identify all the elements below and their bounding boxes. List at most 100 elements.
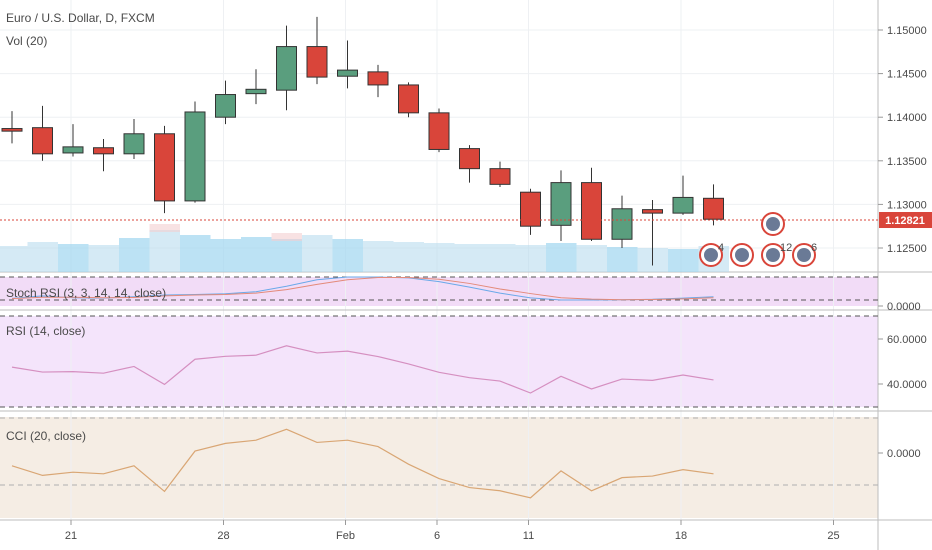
volume-bar — [58, 244, 89, 272]
candle-body — [337, 69, 358, 77]
candle-body — [398, 84, 419, 114]
volume-bar — [546, 243, 577, 272]
candle-body — [276, 46, 297, 91]
event-badge[interactable] — [761, 212, 785, 236]
candle — [184, 101, 206, 203]
time-tick-label: 21 — [65, 530, 77, 542]
candle-body — [520, 191, 541, 227]
price-tick-label: 1.13500 — [887, 156, 927, 168]
volume-bar — [210, 239, 241, 272]
volume-bar — [424, 243, 455, 272]
candle-body — [1, 128, 23, 132]
candle-body — [703, 197, 724, 220]
event-count: 6 — [811, 242, 817, 254]
volume-bar — [27, 242, 58, 272]
event-badges[interactable]: 4 12 6 — [699, 212, 817, 267]
candle-body — [428, 112, 450, 150]
event-badge[interactable]: 12 — [761, 242, 792, 267]
candle — [459, 145, 480, 183]
rsi-pane-bg — [0, 316, 878, 407]
time-tick-label: 6 — [434, 530, 440, 542]
time-tick-label: 28 — [217, 530, 229, 542]
event-badge[interactable]: 6 — [792, 242, 817, 267]
time-tick-label: 25 — [827, 530, 839, 542]
volume-bar — [607, 247, 638, 272]
price-tick-label: 1.12500 — [887, 243, 927, 255]
volume-bar — [302, 235, 333, 272]
cci-label: CCI (20, close) — [6, 429, 86, 443]
candle-body — [306, 46, 328, 78]
event-badge[interactable]: 4 — [699, 242, 724, 267]
volume-bar — [332, 239, 363, 272]
candle — [703, 184, 724, 226]
candle-body — [32, 127, 53, 155]
rsi-label: RSI (14, close) — [6, 324, 85, 338]
price-tick-label: 1.14500 — [887, 69, 927, 81]
volume-bar — [119, 238, 150, 272]
candle-body — [672, 196, 694, 214]
event-count: 12 — [780, 242, 792, 254]
volume-bar — [393, 242, 424, 272]
volume-bar — [485, 244, 516, 272]
calendar-flag-icon — [797, 248, 811, 262]
candle-body — [184, 111, 206, 202]
time-tick-label: 11 — [523, 530, 534, 542]
candle — [367, 64, 389, 98]
price-tick-label: 1.14000 — [887, 112, 927, 124]
candle — [611, 195, 633, 248]
volume-bar — [149, 230, 180, 272]
time-tick-label: Feb — [336, 530, 355, 542]
event-count: 4 — [718, 242, 724, 254]
candle-body — [62, 146, 84, 154]
candle — [550, 170, 572, 242]
volume-bar — [576, 245, 607, 272]
time-tick-label: 18 — [675, 530, 687, 542]
svg-text:1.12821: 1.12821 — [885, 215, 925, 227]
rsi-line-group — [11, 345, 714, 394]
price-axis[interactable]: 1.15000 1.14500 1.14000 1.13500 1.13000 1.125… — [878, 25, 927, 255]
candle-body — [489, 168, 511, 185]
rsi-line — [11, 345, 714, 394]
event-badge[interactable] — [730, 243, 754, 267]
volume-bar — [271, 239, 302, 272]
volume-bar — [454, 244, 485, 272]
volume-bar — [0, 246, 28, 272]
volume-bar — [241, 237, 272, 272]
candle — [276, 25, 297, 111]
volume-bar — [668, 249, 699, 272]
stoch-rsi-lines — [11, 276, 714, 301]
candle-body — [611, 208, 633, 240]
candle — [306, 16, 328, 85]
candle — [123, 118, 145, 160]
volume-highlight — [271, 233, 302, 241]
candle — [215, 80, 236, 125]
candle — [672, 175, 694, 215]
candle-body — [459, 148, 480, 170]
rsi-tick-label: 60.0000 — [887, 334, 927, 346]
candle — [489, 161, 511, 187]
volume-bar — [515, 245, 546, 272]
candle-body — [581, 182, 602, 240]
price-tick-label: 1.13000 — [887, 199, 927, 211]
price-tick-label: 1.15000 — [887, 25, 927, 37]
candle — [1, 111, 23, 144]
chart-title: Euro / U.S. Dollar, D, FXCM — [6, 11, 155, 25]
cci-line-group — [11, 428, 714, 499]
candle-body — [215, 94, 236, 118]
candle-body — [154, 133, 175, 202]
volume-bar — [363, 241, 394, 272]
candle — [32, 105, 53, 161]
volume-bars — [0, 224, 729, 272]
candle — [245, 69, 267, 105]
candle — [62, 124, 84, 157]
time-axis[interactable]: 21 28 Feb 6 11 18 25 — [65, 520, 840, 542]
candle-body — [642, 209, 663, 214]
rsi-tick-label: 40.0000 — [887, 379, 927, 391]
indicator-axis: 0.0000 60.0000 40.0000 0.0000 — [878, 301, 927, 460]
candle-body — [93, 147, 114, 155]
candle — [154, 125, 175, 214]
current-price-tag: 1.12821 — [879, 212, 932, 229]
volume-highlight — [149, 224, 180, 232]
candle-body — [550, 182, 572, 226]
